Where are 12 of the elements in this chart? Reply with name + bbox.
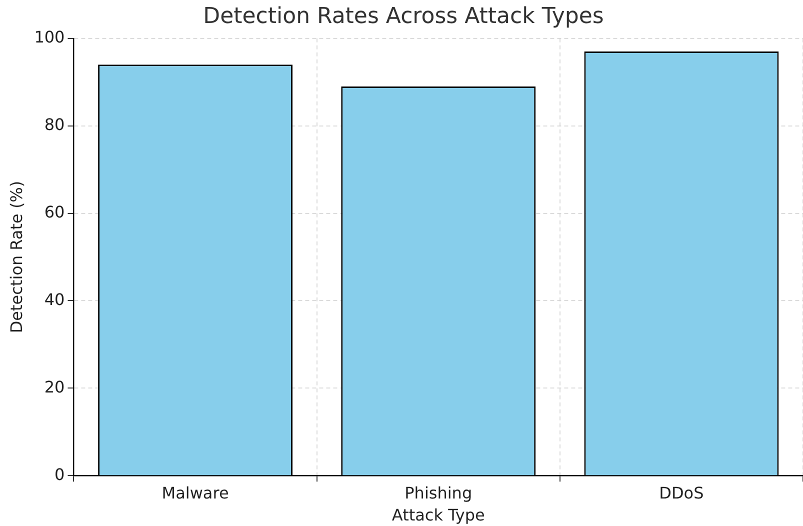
- y-tick-label: 0: [54, 464, 65, 484]
- x-axis-title: Attack Type: [392, 506, 485, 525]
- y-tick-label: 80: [44, 114, 65, 134]
- y-tick-label: 100: [34, 28, 65, 47]
- chart-title: Detection Rates Across Attack Types: [203, 4, 604, 29]
- x-tick-label: Malware: [162, 483, 229, 502]
- y-tick-label: 40: [44, 290, 65, 309]
- y-tick-label: 60: [44, 202, 65, 222]
- x-tick-label: Phishing: [404, 483, 472, 502]
- x-tick-label: DDoS: [659, 483, 704, 502]
- y-tick-label: 20: [44, 377, 65, 396]
- y-axis-title: Detection Rate (%): [6, 180, 26, 334]
